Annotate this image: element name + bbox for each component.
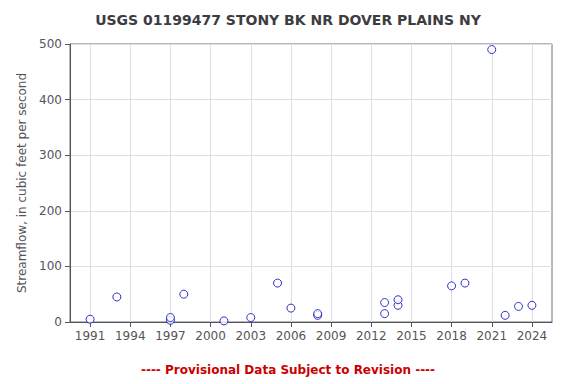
- svg-text:Streamflow, in cubic feet per: Streamflow, in cubic feet per second: [15, 73, 29, 293]
- svg-text:2012: 2012: [356, 329, 387, 343]
- svg-text:2018: 2018: [436, 329, 467, 343]
- svg-text:1994: 1994: [115, 329, 146, 343]
- svg-text:2003: 2003: [235, 329, 266, 343]
- svg-text:USGS 01199477 STONY BK NR DOVE: USGS 01199477 STONY BK NR DOVER PLAINS N…: [95, 12, 482, 28]
- svg-text:2009: 2009: [316, 329, 347, 343]
- svg-text:0: 0: [54, 315, 62, 329]
- svg-text:2015: 2015: [396, 329, 427, 343]
- svg-text:100: 100: [39, 259, 62, 273]
- svg-text:2021: 2021: [476, 329, 507, 343]
- svg-text:2000: 2000: [195, 329, 226, 343]
- svg-text:300: 300: [39, 148, 62, 162]
- svg-text:1997: 1997: [155, 329, 186, 343]
- svg-text:---- Provisional Data Subject: ---- Provisional Data Subject to Revisio…: [141, 363, 435, 377]
- svg-text:1991: 1991: [75, 329, 106, 343]
- svg-text:2024: 2024: [517, 329, 548, 343]
- svg-text:2006: 2006: [276, 329, 307, 343]
- svg-text:400: 400: [39, 93, 62, 107]
- svg-text:500: 500: [39, 37, 62, 51]
- svg-text:200: 200: [39, 204, 62, 218]
